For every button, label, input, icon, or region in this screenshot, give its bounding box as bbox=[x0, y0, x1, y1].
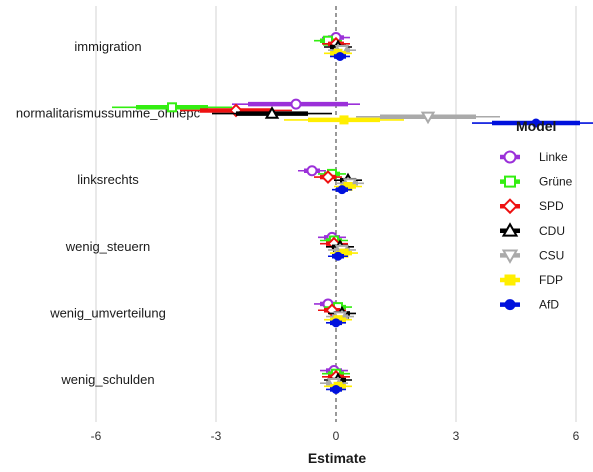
point-marker bbox=[339, 115, 349, 125]
point-marker bbox=[264, 106, 280, 119]
point-marker bbox=[531, 118, 541, 128]
x-tick-label: -3 bbox=[211, 429, 222, 443]
legend-item: FDP bbox=[500, 273, 563, 287]
legend-item: CSU bbox=[500, 248, 564, 264]
point-marker bbox=[331, 384, 341, 394]
x-tick-label: 6 bbox=[573, 429, 580, 443]
x-tick-label: 3 bbox=[453, 429, 460, 443]
legend-swatch-marker bbox=[501, 222, 519, 237]
point-marker bbox=[167, 102, 177, 113]
legend-item: Linke bbox=[500, 150, 568, 164]
series-afd bbox=[326, 51, 593, 394]
legend: Model Linke Grüne SPD CDU CSU FDP AfD bbox=[500, 118, 573, 312]
legend-swatch-marker bbox=[503, 150, 517, 164]
legend-item: CDU bbox=[500, 222, 565, 238]
legend-swatch-marker bbox=[504, 175, 516, 188]
legend-item: SPD bbox=[500, 198, 564, 215]
point-marker bbox=[420, 111, 436, 125]
legend-label: Grüne bbox=[539, 175, 573, 189]
legend-label: FDP bbox=[539, 273, 563, 287]
legend-label: SPD bbox=[539, 199, 564, 213]
category-label: immigration bbox=[74, 39, 141, 54]
category-label: wenig_steuern bbox=[65, 239, 151, 254]
series-fdp bbox=[284, 48, 404, 391]
legend-item: Grüne bbox=[500, 175, 573, 189]
series-csu bbox=[320, 45, 500, 391]
category-label: wenig_umverteilung bbox=[49, 305, 166, 320]
legend-swatch-marker bbox=[504, 274, 516, 286]
legend-label: CDU bbox=[539, 224, 565, 238]
x-tick-label: -6 bbox=[91, 429, 102, 443]
x-tick-labels: -6 -3 0 3 6 bbox=[91, 429, 580, 443]
data-layer bbox=[112, 32, 593, 394]
category-label: linksrechts bbox=[77, 172, 139, 187]
point-marker bbox=[335, 51, 345, 61]
series-spd bbox=[180, 36, 350, 384]
point-marker bbox=[337, 185, 347, 195]
legend-item: AfD bbox=[500, 298, 559, 312]
legend-label: AfD bbox=[539, 298, 559, 312]
legend-title: Model bbox=[516, 118, 556, 134]
point-marker bbox=[306, 165, 318, 177]
point-marker bbox=[321, 170, 335, 184]
grid-layer bbox=[95, 6, 577, 422]
category-label: wenig_schulden bbox=[60, 372, 154, 387]
legend-swatch-marker bbox=[504, 299, 516, 311]
category-labels: immigrationnormalitarismussumme_ohnepcli… bbox=[16, 39, 201, 387]
point-marker bbox=[331, 318, 341, 328]
legend-label: CSU bbox=[539, 248, 564, 262]
series-gr-ne bbox=[112, 35, 352, 379]
series-cdu bbox=[212, 39, 362, 386]
legend-swatch-marker bbox=[501, 249, 519, 264]
point-marker bbox=[333, 251, 343, 261]
point-marker bbox=[290, 98, 302, 110]
x-tick-label: 0 bbox=[333, 429, 340, 443]
legend-label: Linke bbox=[539, 150, 568, 164]
x-axis-title: Estimate bbox=[308, 450, 367, 466]
legend-swatch-marker bbox=[502, 198, 518, 215]
